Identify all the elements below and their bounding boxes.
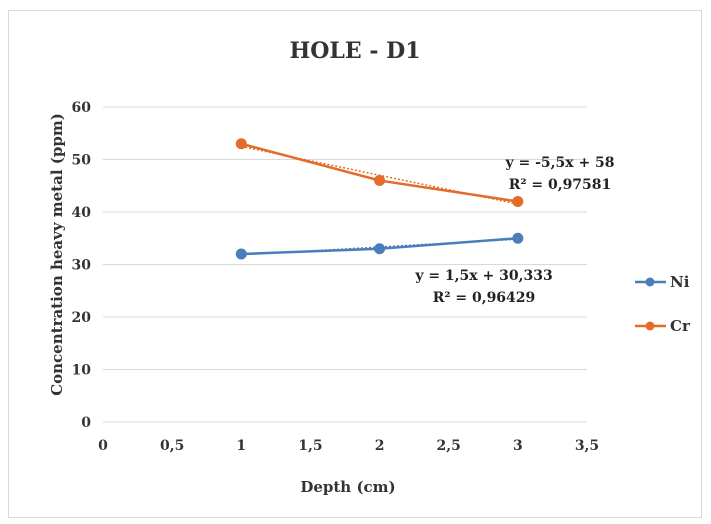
y-tick-label: 0 <box>81 415 91 431</box>
ni-point <box>512 232 524 244</box>
gridlines <box>103 106 587 423</box>
x-tick-label: 3,5 <box>575 438 599 454</box>
cr-series-line <box>240 142 519 203</box>
y-tick-label: 10 <box>72 363 92 379</box>
cr-legend-marker <box>645 321 655 331</box>
ni-point <box>374 243 386 255</box>
cr-point <box>374 175 386 186</box>
chart-title: HOLE - D1 <box>289 38 420 64</box>
legend: Ni Cr <box>635 273 691 335</box>
cr-r2: R² = 0,97581 <box>509 177 612 193</box>
y-tick-label: 40 <box>72 205 92 221</box>
x-tick-label: 0 <box>98 438 108 454</box>
ni-equation: y = 1,5x + 30,333 <box>414 268 552 284</box>
y-axis-label: Concentration heavy metal (ppm) <box>48 113 66 396</box>
ni-legend-label: Ni <box>670 273 690 291</box>
y-tick-label: 60 <box>72 100 92 116</box>
x-tick-label: 3 <box>513 438 523 454</box>
y-tick-label: 20 <box>72 310 92 326</box>
ni-legend-marker <box>645 277 655 287</box>
cr-equation: y = -5,5x + 58 <box>504 155 614 171</box>
series-group <box>235 138 524 260</box>
y-tick-label: 50 <box>72 153 92 169</box>
ni-r2: R² = 0,96429 <box>433 290 536 306</box>
y-tick-labels: 0 10 20 30 40 50 60 <box>72 100 92 431</box>
x-tick-label: 2 <box>375 438 385 454</box>
x-tick-label: 1,5 <box>298 438 322 454</box>
cr-point <box>512 196 524 207</box>
x-tick-labels: 0 0,5 1 1,5 2 2,5 3 3,5 <box>98 438 599 454</box>
x-tick-label: 0,5 <box>160 438 184 454</box>
x-tick-label: 1 <box>236 438 246 454</box>
x-tick-label: 2,5 <box>437 438 461 454</box>
x-axis-label: Depth (cm) <box>300 478 395 496</box>
trendline-equations: y = -5,5x + 58 R² = 0,97581 y = 1,5x + 3… <box>414 155 614 306</box>
cr-legend-label: Cr <box>670 317 691 335</box>
ni-point <box>235 248 247 260</box>
y-tick-label: 30 <box>72 258 92 274</box>
cr-point <box>235 138 247 150</box>
